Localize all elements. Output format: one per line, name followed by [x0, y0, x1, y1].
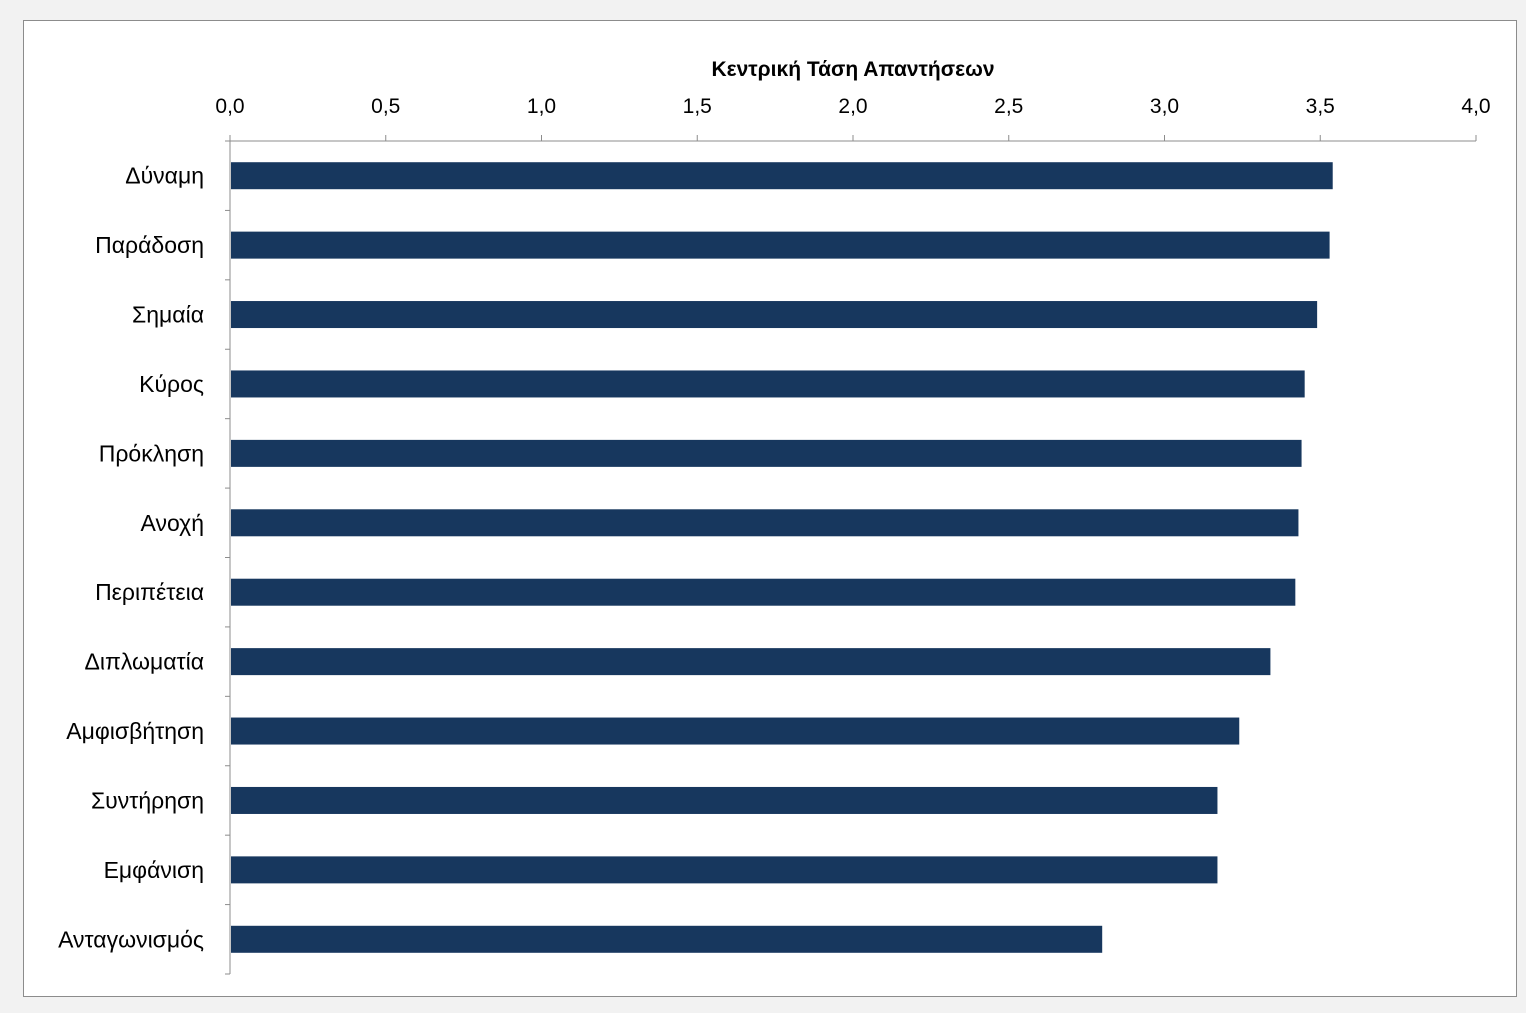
category-label: Εμφάνιση [104, 857, 204, 883]
x-tick-label: 3,5 [1306, 95, 1335, 118]
bar-chart: Κεντρική Τάση Απαντήσεων 0,0 0,5 1,0 1,5 2,0… [58, 58, 1491, 975]
bar [231, 717, 1240, 745]
bar [231, 439, 1302, 467]
category-label: Κύρος [139, 371, 204, 397]
bar [231, 162, 1333, 190]
category-label: Πρόκληση [99, 440, 204, 466]
category-label: Παράδοση [95, 232, 204, 258]
bar [231, 231, 1330, 259]
bar [231, 509, 1299, 537]
category-label: Συντήρηση [91, 787, 204, 813]
category-label: Αμφισβήτηση [66, 718, 204, 744]
bar [231, 925, 1103, 953]
bar [231, 856, 1218, 884]
x-tick-label: 1,0 [527, 95, 556, 118]
x-tick-label: 2,5 [994, 95, 1023, 118]
bar [231, 301, 1318, 329]
category-label: Δύναμη [125, 163, 204, 189]
bar [231, 578, 1296, 606]
bar [231, 648, 1271, 676]
x-tick-label: 3,0 [1150, 95, 1179, 118]
category-label: Σημαία [132, 302, 204, 328]
bars [231, 162, 1333, 953]
bar [231, 786, 1218, 814]
x-tick-label: 0,0 [215, 95, 244, 118]
category-label: Ανοχή [141, 510, 204, 536]
category-label: Περιπέτεια [95, 579, 204, 605]
x-tick-label: 2,0 [838, 95, 867, 118]
category-label: Διπλωματία [85, 649, 205, 675]
category-label: Ανταγωνισμός [58, 926, 204, 952]
x-axis-ticks: 0,0 0,5 1,0 1,5 2,0 2,5 3,0 3,5 4,0 [215, 95, 1491, 975]
x-tick-label: 1,5 [683, 95, 712, 118]
bar [231, 370, 1305, 398]
x-tick-label: 4,0 [1461, 95, 1490, 118]
category-labels: Δύναμη Παράδοση Σημαία Κύρος Πρόκληση Ανοχή Πε… [58, 163, 204, 953]
x-tick-label: 0,5 [371, 95, 400, 118]
chart-area: Κεντρική Τάση Απαντήσεων 0,0 0,5 1,0 1,5 2,0… [23, 20, 1517, 997]
x-axis-title: Κεντρική Τάση Απαντήσεων [711, 58, 994, 81]
